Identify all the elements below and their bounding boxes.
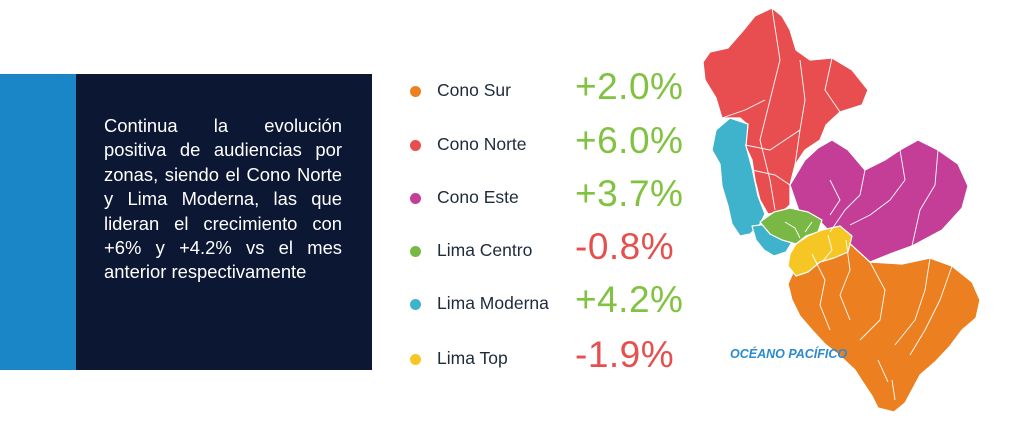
map-cono-sur-region [787, 239, 981, 413]
zone-value: -1.9% [575, 334, 675, 375]
zone-label: Cono Este [437, 187, 519, 207]
zone-row-lima-centro: Lima Centro -0.8% [410, 226, 710, 278]
lima-moderna-dot [410, 299, 421, 310]
zone-value: +6.0% [575, 120, 684, 161]
accent-bar [0, 74, 76, 370]
cono-este-dot [410, 193, 421, 204]
summary-text: Continua la evolución positiva de audien… [104, 115, 342, 283]
cono-sur-dot [410, 86, 421, 97]
zone-label: Cono Sur [437, 80, 511, 100]
zone-value: +4.2% [575, 279, 684, 320]
lima-zones-map [702, 7, 981, 413]
zone-label: Lima Centro [437, 240, 533, 260]
zone-label: Lima Top [437, 348, 508, 368]
lima-centro-dot [410, 246, 421, 257]
summary-panel: Continua la evolución positiva de audien… [76, 74, 372, 370]
zone-label: Lima Moderna [437, 293, 549, 313]
zone-value: -0.8% [575, 226, 675, 267]
zone-value: +2.0% [575, 66, 684, 107]
lima-top-dot [410, 354, 421, 365]
zone-row-lima-moderna: Lima Moderna +4.2% [410, 279, 710, 331]
ocean-label: OCÉANO PACÍFICO [730, 347, 848, 361]
map-lima-top-region [787, 225, 853, 277]
zone-row-lima-top: Lima Top -1.9% [410, 334, 710, 386]
district-boundaries [721, 7, 953, 401]
zone-row-cono-sur: Cono Sur +2.0% [410, 66, 710, 118]
zone-value: +3.7% [575, 173, 684, 214]
zone-row-cono-este: Cono Este +3.7% [410, 173, 710, 225]
map-cono-norte-region [702, 7, 869, 215]
zone-row-cono-norte: Cono Norte +6.0% [410, 120, 710, 172]
zone-label: Cono Norte [437, 134, 527, 154]
cono-norte-dot [410, 140, 421, 151]
